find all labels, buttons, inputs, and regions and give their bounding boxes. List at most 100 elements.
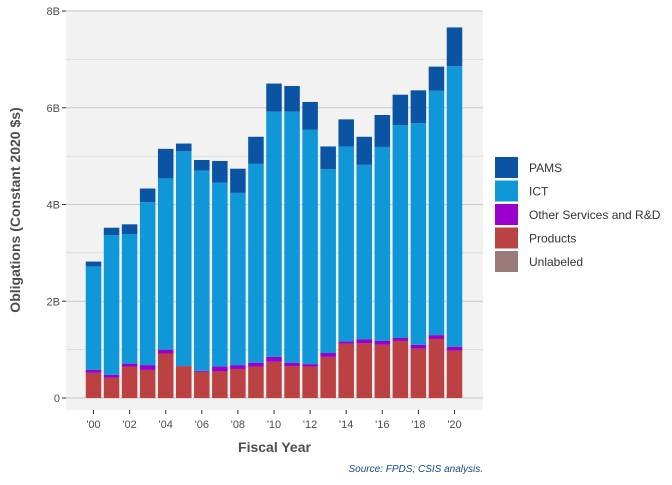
bar-segment <box>139 365 156 370</box>
bars <box>85 27 463 398</box>
y-tick-label: 8B <box>47 6 60 18</box>
y-tick-labels: 0 2B 4B 6B 8B <box>47 6 66 405</box>
bar-segment <box>446 27 463 67</box>
bar-segment <box>320 169 336 354</box>
bar-segment <box>266 111 282 357</box>
bar-segment <box>320 146 336 170</box>
x-axis-label: Fiscal Year <box>238 439 311 455</box>
bar-segment <box>212 182 228 367</box>
bar-segment <box>446 66 463 347</box>
bar-segment <box>248 136 264 164</box>
bar-segment <box>392 338 409 341</box>
bar-segment <box>157 178 174 350</box>
legend-swatch <box>495 204 518 225</box>
bar-segment <box>410 90 427 124</box>
x-tick-label: '08 <box>231 419 245 431</box>
bar-segment <box>230 365 246 369</box>
bar-segment <box>428 66 445 91</box>
bar-segment <box>320 353 336 357</box>
x-tick-label: '16 <box>375 419 389 431</box>
bar-segment <box>356 343 373 398</box>
bar-segment <box>103 227 120 235</box>
bar-segment <box>266 361 282 398</box>
bar-segment <box>356 164 373 340</box>
x-tick-label: '18 <box>411 419 425 431</box>
legend-swatch <box>495 251 518 272</box>
bar-segment <box>320 356 336 398</box>
legend-label: Other Services and R&D <box>529 208 661 222</box>
legend-swatch <box>495 157 518 178</box>
bar-segment <box>85 261 102 267</box>
bar-segment <box>428 335 445 339</box>
bar-segment <box>121 234 138 364</box>
legend-label: Products <box>529 232 576 246</box>
bar-segment <box>302 366 318 398</box>
bar-segment <box>374 340 391 345</box>
x-tick-label: '14 <box>339 419 353 431</box>
x-tick-labels: '00 '02 '04 '06 '08 '10 '12 '14 '16 '18 '20 <box>86 410 462 431</box>
source-note: Source: FPDS; CSIS analysis. <box>349 464 484 475</box>
bar-segment <box>157 353 174 398</box>
bar-segment <box>374 344 391 398</box>
bar-segment <box>410 123 427 345</box>
bar-segment <box>121 363 138 367</box>
bar-segment <box>175 151 192 367</box>
bar-segment <box>284 362 300 367</box>
bar-segment <box>446 346 463 351</box>
bar-segment <box>121 366 138 398</box>
bar-segment <box>266 83 282 112</box>
bar-segment <box>338 119 354 147</box>
legend: PAMS ICT Other Services and R&D Products Unl… <box>495 157 661 272</box>
bar-segment <box>212 160 228 183</box>
bar-segment <box>230 192 246 366</box>
bar-segment <box>121 224 138 235</box>
legend-label: ICT <box>529 185 549 199</box>
y-tick-label: 6B <box>47 103 60 115</box>
y-tick-label: 4B <box>47 200 60 212</box>
bar-segment <box>446 350 463 398</box>
bar-segment <box>428 338 445 398</box>
x-tick-label: '06 <box>195 419 209 431</box>
bar-segment <box>212 371 228 398</box>
bar-segment <box>266 356 282 362</box>
x-tick-label: '02 <box>122 419 136 431</box>
bar-segment <box>194 159 210 171</box>
bar-segment <box>139 188 156 203</box>
x-tick-label: '12 <box>303 419 317 431</box>
bar-segment <box>392 94 409 126</box>
legend-label: Unlabeled <box>529 255 583 269</box>
y-tick-label: 0 <box>54 393 60 405</box>
x-tick-label: '20 <box>447 419 461 431</box>
bar-segment <box>230 168 246 193</box>
bar-segment <box>302 364 318 367</box>
bar-segment <box>374 115 391 147</box>
bar-segment <box>194 170 210 371</box>
bar-segment <box>139 202 156 366</box>
x-tick-label: '04 <box>159 419 173 431</box>
bar-segment <box>410 348 427 398</box>
bar-segment <box>157 349 174 354</box>
bar-segment <box>248 163 264 363</box>
bar-segment <box>85 372 102 398</box>
bar-segment <box>175 366 192 398</box>
bar-segment <box>392 125 409 339</box>
legend-label: PAMS <box>529 161 562 175</box>
bar-segment <box>230 368 246 398</box>
bar-segment <box>428 90 445 336</box>
bar-segment <box>85 369 102 373</box>
bar-segment <box>356 339 373 344</box>
bar-segment <box>212 366 228 372</box>
y-axis-label: Obligations (Constant 2020 $s) <box>7 107 23 312</box>
bar-segment <box>284 85 300 112</box>
bar-segment <box>338 341 354 344</box>
bar-segment <box>248 362 264 367</box>
bar-segment <box>194 370 210 372</box>
bar-segment <box>103 377 120 398</box>
bar-segment <box>284 111 300 363</box>
bar-segment <box>194 371 210 398</box>
bar-segment <box>302 101 318 130</box>
bar-segment <box>392 340 409 398</box>
bar-segment <box>338 343 354 398</box>
